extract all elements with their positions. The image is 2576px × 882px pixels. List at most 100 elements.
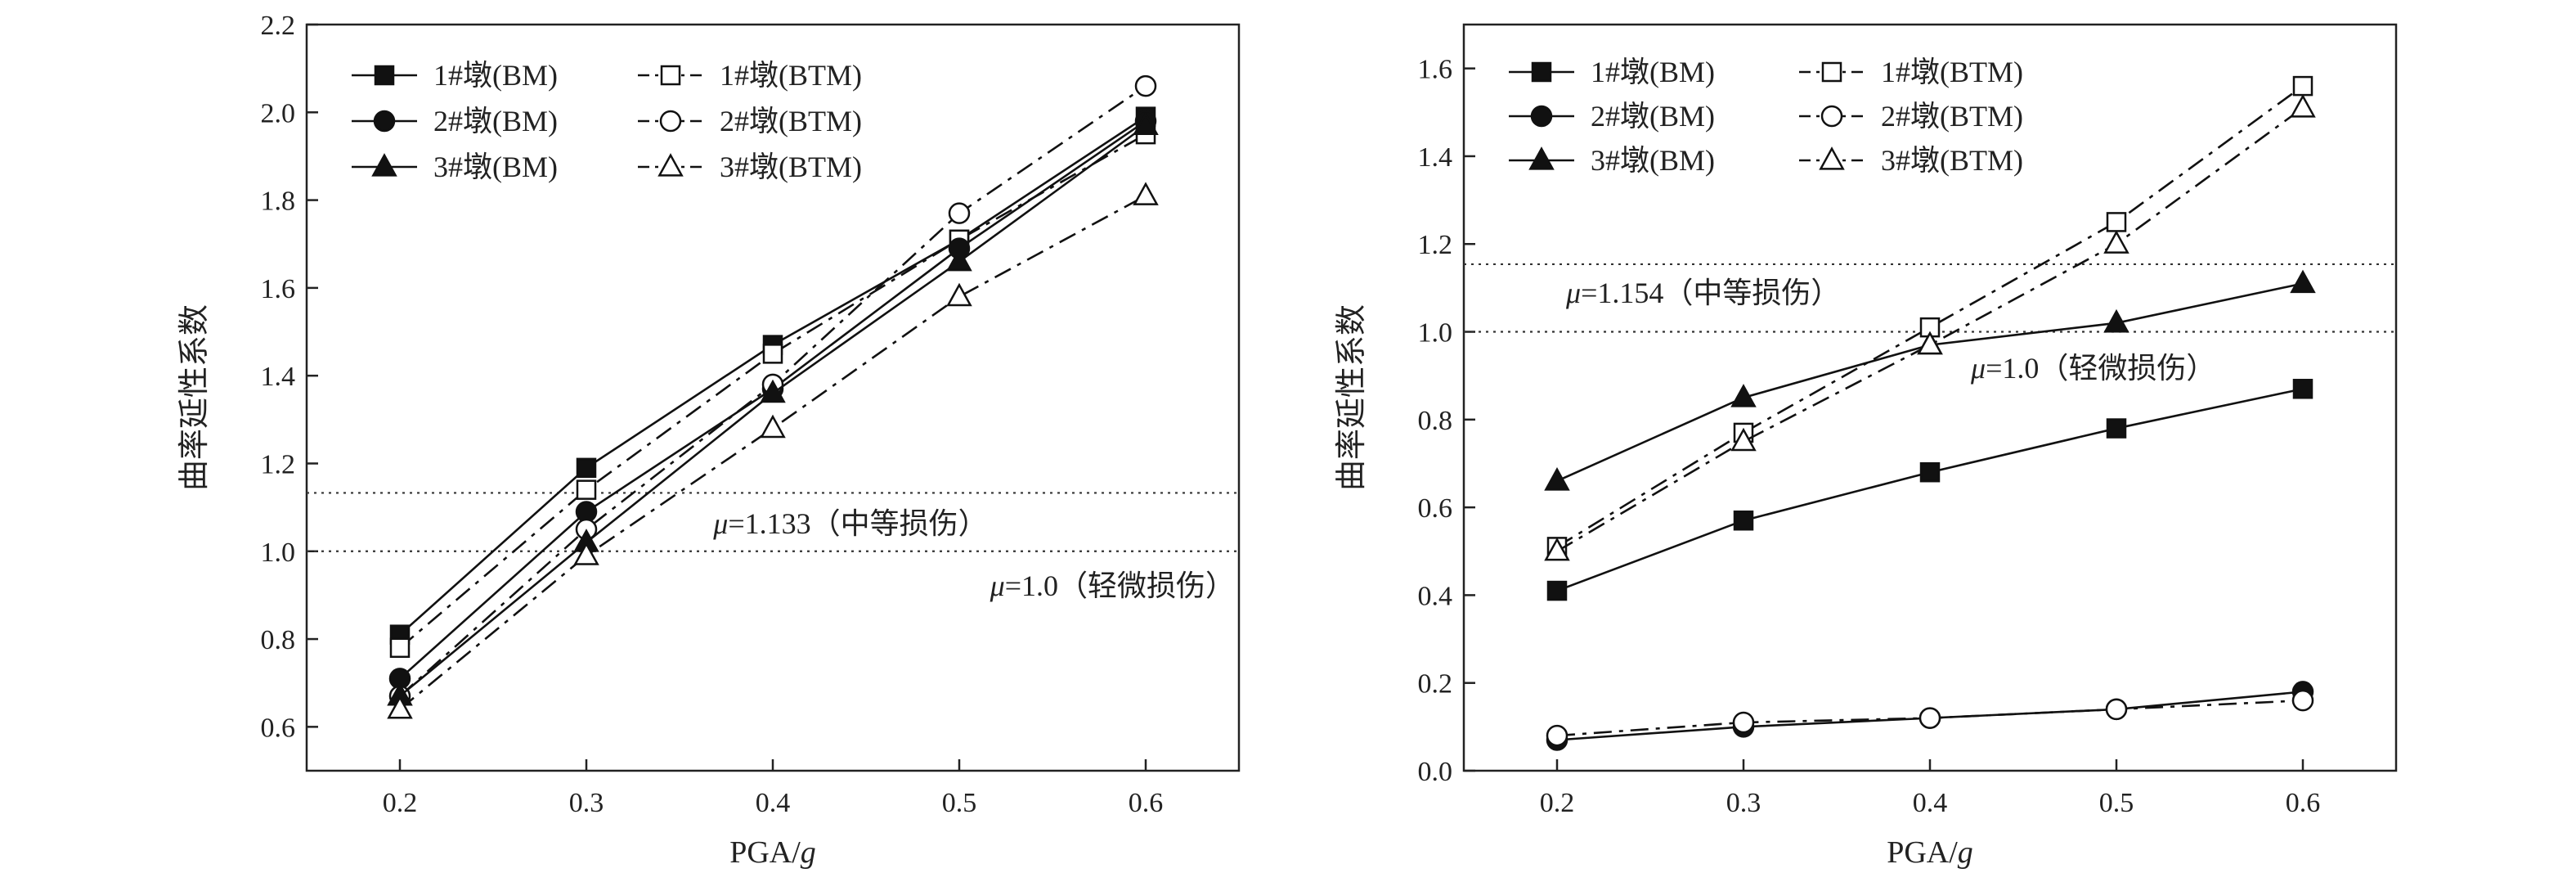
legend-marker (1821, 61, 1842, 83)
legend-marker (659, 110, 682, 133)
data-point (1917, 331, 1943, 355)
legend-label: 2#墩(BM) (433, 105, 558, 137)
data-point (1544, 537, 1570, 561)
data-point (573, 542, 599, 565)
y-tick-label: 1.2 (1418, 230, 1453, 260)
data-point (1133, 111, 1159, 136)
legend-label: 3#墩(BM) (433, 151, 558, 183)
legend-label: 1#墩(BTM) (1881, 56, 2023, 88)
legend-marker (371, 153, 397, 177)
plot-frame (1462, 23, 2398, 772)
y-tick-label: 1.8 (261, 187, 296, 217)
legend-marker (1820, 105, 1843, 128)
x-tick-label: 0.2 (383, 788, 418, 818)
data-point (1133, 182, 1159, 205)
x-tick-label: 0.2 (1540, 788, 1575, 818)
data-point (387, 695, 413, 719)
y-axis-label: 曲率延性系数 (1335, 304, 1369, 491)
y-tick-label: 1.0 (1418, 318, 1453, 349)
data-point (1919, 707, 1941, 729)
x-tick-label: 0.3 (569, 788, 604, 818)
y-tick-label: 2.0 (261, 98, 296, 128)
data-point (760, 379, 786, 403)
data-point (1919, 461, 1941, 483)
y-tick-label: 0.4 (1418, 581, 1453, 611)
x-tick-label: 0.5 (942, 788, 977, 818)
data-point (2103, 230, 2129, 254)
y-tick-label: 1.6 (261, 274, 296, 304)
x-tick-label: 0.4 (1913, 788, 1948, 818)
legend-marker (374, 65, 395, 86)
y-tick-label: 2.2 (261, 11, 296, 41)
threshold-label: μ=1.0（轻微损伤） (990, 569, 1235, 602)
legend-marker (373, 110, 396, 133)
data-point (760, 414, 786, 439)
legend-marker (660, 65, 681, 86)
x-tick-label: 0.6 (1129, 788, 1164, 818)
y-tick-label: 0.8 (261, 625, 296, 655)
threshold-label: μ=1.154（中等损伤） (1565, 277, 1840, 309)
x-tick-label: 0.3 (1726, 788, 1761, 818)
y-tick-label: 0.6 (1418, 493, 1453, 524)
data-point (2103, 308, 2129, 333)
data-point (2290, 269, 2316, 294)
data-point (2106, 418, 2127, 439)
data-point (2292, 379, 2313, 399)
y-axis-label: 曲率延性系数 (177, 304, 212, 491)
y-tick-label: 1.6 (1418, 55, 1453, 85)
data-point (2106, 212, 2127, 232)
legend-label: 2#墩(BTM) (720, 105, 862, 137)
y-tick-label: 1.4 (261, 362, 296, 392)
y-tick-label: 1.0 (261, 538, 296, 568)
data-point (2290, 94, 2316, 118)
data-point (1730, 427, 1757, 452)
data-point (576, 457, 597, 479)
data-point (1134, 74, 1157, 97)
left-chart-panel: 0.6 0.8 1.0 1.2 1.4 1.6 1.8 2.0 2.2 0.2 0.3 0.4 0.5 0… (177, 11, 1241, 870)
x-axis-label: PGA/g (1887, 835, 1973, 870)
data-point (1546, 580, 1568, 601)
data-point (1730, 384, 1757, 407)
threshold-label: μ=1.0（轻微损伤） (1970, 352, 2215, 385)
legend-label: 2#墩(BTM) (1881, 100, 2023, 133)
series-line (399, 124, 1147, 697)
legend-label: 3#墩(BTM) (1881, 144, 2023, 177)
data-point (948, 202, 971, 224)
data-point (2292, 75, 2313, 97)
right-chart-panel: 0.0 0.2 0.4 0.6 0.8 1.0 1.2 1.4 1.6 0.2 0.3 0.4 0.5 0… (1335, 23, 2398, 870)
x-tick-label: 0.5 (2099, 788, 2134, 818)
data-point (1732, 711, 1755, 734)
legend-marker (1528, 146, 1555, 170)
data-point (946, 282, 972, 307)
legend-marker (1819, 146, 1845, 170)
data-point (2291, 689, 2314, 712)
x-axis-label: PGA/g (729, 835, 816, 870)
data-point (762, 344, 783, 364)
legend-label: 1#墩(BTM) (720, 59, 862, 92)
y-tick-label: 0.8 (1418, 406, 1453, 436)
y-tick-label: 1.2 (261, 449, 296, 479)
legend-label: 3#墩(BM) (1591, 144, 1715, 177)
legend-marker (1530, 105, 1553, 128)
x-tick-label: 0.6 (2286, 788, 2321, 818)
y-tick-label: 0.0 (1418, 757, 1453, 787)
threshold-label: μ=1.133（中等损伤） (712, 507, 987, 540)
series-line (1556, 387, 2304, 592)
legend-label: 1#墩(BM) (433, 59, 558, 92)
legend-marker (657, 153, 684, 177)
series-line (399, 195, 1147, 710)
series-line (399, 133, 1147, 649)
data-point (2105, 698, 2128, 721)
x-tick-label: 0.4 (756, 788, 791, 818)
y-tick-label: 0.2 (1418, 669, 1453, 700)
y-tick-label: 0.6 (261, 713, 296, 743)
y-tick-label: 1.4 (1418, 142, 1453, 173)
data-point (1544, 467, 1570, 491)
data-point (389, 637, 411, 659)
legend-label: 2#墩(BM) (1591, 100, 1715, 133)
legend-marker (1531, 61, 1552, 83)
data-point (1546, 724, 1568, 747)
legend: 1#墩(BM) 1#墩(BTM) 2#墩(BM) 2#墩(BTM) 3#墩(BM) 3#墩… (352, 59, 862, 183)
legend-label: 1#墩(BM) (1591, 56, 1715, 88)
